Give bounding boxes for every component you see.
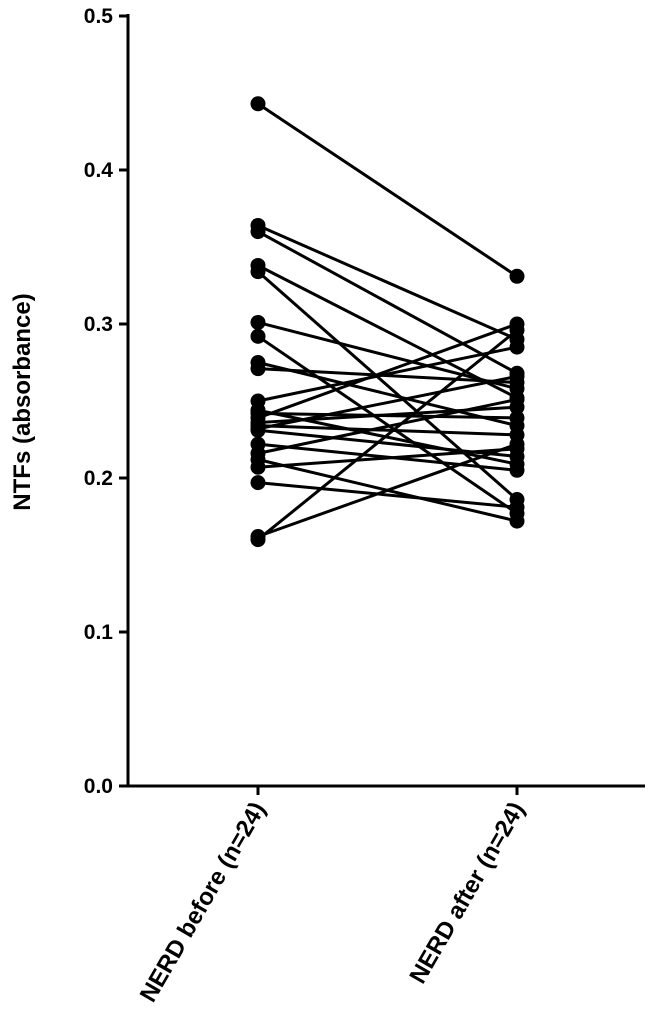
data-point xyxy=(509,436,525,452)
series-line xyxy=(257,230,518,375)
series-line xyxy=(257,328,518,541)
data-point xyxy=(509,410,525,426)
data-point xyxy=(250,96,266,112)
data-point xyxy=(250,361,266,377)
series-line xyxy=(257,345,518,403)
data-point xyxy=(250,264,266,280)
series-line xyxy=(257,442,518,538)
data-point xyxy=(250,475,266,491)
y-axis-title: NTFs (absorbance) xyxy=(9,293,36,510)
series-line xyxy=(257,367,518,385)
data-point xyxy=(250,532,266,548)
series-line xyxy=(257,335,518,515)
x-tick-label: NERD after (n=24) xyxy=(404,798,530,989)
x-tick-label: NERD before (n=24) xyxy=(135,798,271,1007)
data-point xyxy=(250,328,266,344)
series-line xyxy=(257,481,518,509)
y-tick-label: 0.5 xyxy=(84,5,114,28)
series-line xyxy=(257,264,518,400)
series-line xyxy=(257,102,518,278)
series-line xyxy=(257,447,518,469)
series-line xyxy=(257,374,518,431)
data-point xyxy=(509,391,525,407)
series-lines xyxy=(257,102,518,541)
axes xyxy=(119,14,645,795)
data-point xyxy=(509,499,525,515)
series-line xyxy=(257,397,518,455)
data-point xyxy=(509,322,525,338)
series-line xyxy=(257,361,518,428)
data-point xyxy=(250,314,266,330)
data-point xyxy=(509,268,525,284)
data-point xyxy=(250,459,266,475)
series-line xyxy=(257,270,518,501)
y-tick-label: 0.3 xyxy=(84,313,113,336)
data-point xyxy=(509,513,525,529)
series-line xyxy=(257,322,518,420)
data-point xyxy=(509,339,525,355)
y-tick-label: 0.2 xyxy=(84,467,113,490)
y-tick-label: 0.4 xyxy=(84,159,114,182)
data-point xyxy=(509,368,525,384)
data-point xyxy=(250,422,266,438)
series-line xyxy=(257,321,518,391)
y-tick-label: 0.1 xyxy=(84,621,114,644)
series-line xyxy=(257,224,518,341)
data-point xyxy=(250,224,266,240)
data-points xyxy=(250,96,525,548)
series-line xyxy=(257,424,518,437)
data-point xyxy=(509,462,525,478)
y-tick-label: 0.0 xyxy=(84,775,113,798)
